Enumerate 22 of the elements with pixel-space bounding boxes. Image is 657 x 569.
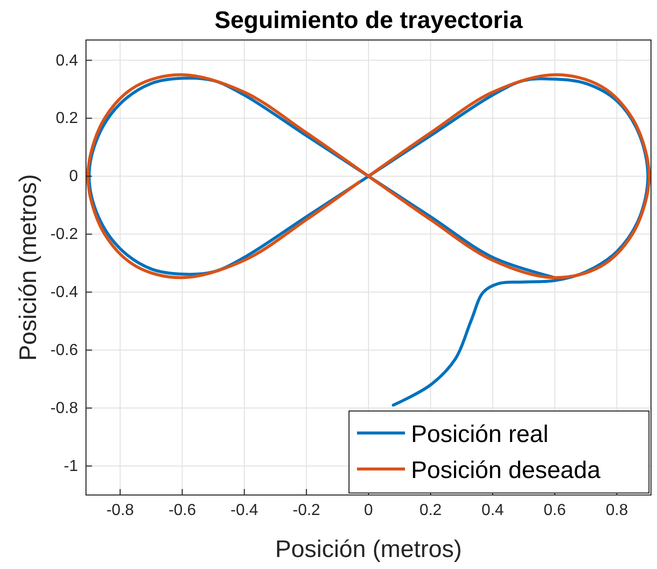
y-tick-label: 0.4 — [56, 52, 78, 70]
y-axis-title: Posición (metros) — [15, 174, 42, 361]
x-tick-label: -0.6 — [168, 502, 196, 519]
x-tick-label: 0.2 — [419, 502, 442, 519]
x-tick-label: -0.4 — [230, 502, 258, 519]
y-tick-label: -0.2 — [50, 226, 78, 244]
legend-label: Posición real — [411, 421, 548, 448]
y-tick-label: 0 — [69, 168, 78, 186]
legend-label: Posición deseada — [411, 457, 602, 484]
x-tick-label: 0.4 — [482, 502, 504, 519]
x-tick-label: 0.6 — [544, 502, 566, 519]
x-tick-label: -0.8 — [106, 502, 134, 519]
y-tick-label: -0.8 — [50, 400, 78, 418]
chart-title: Seguimiento de trayectoria — [214, 7, 524, 34]
y-tick-label: -0.4 — [50, 284, 78, 302]
y-tick-label: -1 — [64, 458, 78, 476]
x-axis-title: Posición (metros) — [275, 536, 462, 563]
x-tick-label: -0.2 — [292, 502, 320, 519]
x-tick-label: 0.8 — [606, 502, 628, 519]
x-tick-label: 0 — [364, 502, 374, 519]
y-tick-label: -0.6 — [50, 342, 78, 360]
y-tick-label: 0.2 — [56, 110, 78, 128]
